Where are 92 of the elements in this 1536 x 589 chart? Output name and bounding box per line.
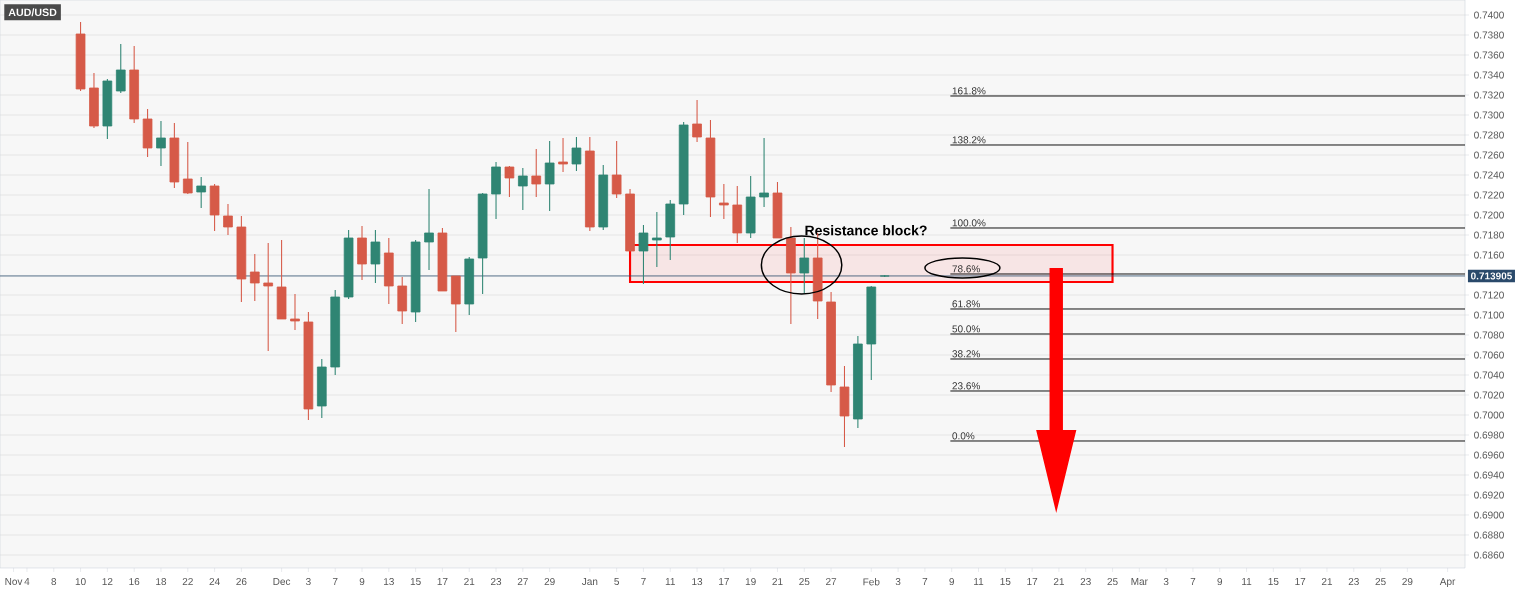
x-tick-label: Apr bbox=[1439, 578, 1456, 587]
y-tick-label: 0.6900 bbox=[1474, 511, 1504, 519]
x-tick-label: 25 bbox=[1107, 578, 1118, 586]
x-tick-label: 9 bbox=[949, 578, 954, 586]
ref-line-label: 0.713905 bbox=[1471, 272, 1513, 280]
y-tick-label: 0.7220 bbox=[1474, 191, 1504, 199]
x-tick-label: 13 bbox=[384, 578, 394, 586]
y-tick-label: 0.7020 bbox=[1474, 391, 1504, 399]
x-tick-label: 12 bbox=[102, 578, 113, 586]
x-tick-label: Mar bbox=[1131, 578, 1148, 586]
x-tick-label: 19 bbox=[745, 578, 756, 586]
y-tick-label: 0.7100 bbox=[1474, 311, 1504, 319]
x-tick-label: 7 bbox=[332, 578, 338, 585]
x-tick-label: 24 bbox=[209, 578, 220, 586]
x-tick-label: 18 bbox=[156, 578, 167, 586]
x-tick-label: 25 bbox=[799, 578, 810, 586]
x-tick-label: 21 bbox=[1053, 578, 1064, 586]
y-tick-label: 0.6920 bbox=[1474, 491, 1504, 499]
y-tick-label: 0.7120 bbox=[1474, 291, 1504, 299]
y-tick-label: 0.7040 bbox=[1474, 371, 1504, 379]
x-tick-label: 9 bbox=[359, 578, 365, 586]
annotation: 38.2% bbox=[952, 350, 980, 358]
y-tick-label: 0.7340 bbox=[1474, 71, 1504, 79]
x-tick-label: 21 bbox=[464, 578, 475, 586]
x-tick-label: 3 bbox=[895, 578, 901, 586]
x-tick-label: 23 bbox=[1348, 578, 1359, 586]
x-tick-label: 29 bbox=[544, 578, 555, 586]
x-tick-label: 10 bbox=[75, 578, 86, 586]
x-tick-label: 16 bbox=[129, 578, 140, 586]
y-tick-label: 0.7360 bbox=[1474, 51, 1504, 59]
x-tick-label: 4 bbox=[24, 578, 30, 585]
y-tick-label: 0.7280 bbox=[1474, 131, 1504, 139]
x-tick-label: 29 bbox=[1402, 578, 1413, 586]
y-tick-label: 0.7080 bbox=[1474, 331, 1504, 339]
x-tick-label: 21 bbox=[1321, 578, 1333, 586]
y-tick-label: 0.7400 bbox=[1474, 11, 1504, 19]
x-tick-label: 11 bbox=[1242, 578, 1252, 585]
y-tick-label: 0.7300 bbox=[1474, 111, 1504, 119]
x-tick-label: 15 bbox=[1000, 578, 1011, 586]
y-tick-label: 0.7240 bbox=[1474, 171, 1504, 179]
x-tick-label: 27 bbox=[517, 578, 528, 586]
x-tick-label: 9 bbox=[1217, 578, 1223, 586]
x-tick-label: 26 bbox=[236, 578, 247, 586]
x-tick-label: Dec bbox=[273, 578, 291, 586]
annotation: 61.8% bbox=[952, 300, 980, 308]
y-tick-label: 0.6960 bbox=[1474, 451, 1504, 459]
x-tick-label: 7 bbox=[1190, 578, 1196, 585]
x-tick-label: 23 bbox=[490, 578, 502, 586]
x-tick-label: 11 bbox=[974, 578, 984, 585]
text: AUD/USD bbox=[8, 8, 57, 17]
x-tick-label: 13 bbox=[692, 578, 703, 586]
x-tick-label: 15 bbox=[410, 578, 421, 586]
y-tick-label: 0.7200 bbox=[1474, 211, 1504, 219]
x-tick-label: 17 bbox=[1295, 578, 1306, 585]
x-tick-label: 22 bbox=[182, 578, 193, 586]
y-tick-label: 0.7000 bbox=[1474, 411, 1504, 419]
y-tick-label: 0.7260 bbox=[1474, 151, 1504, 159]
annotation: 161.8% bbox=[952, 87, 986, 95]
x-tick-label: 27 bbox=[826, 578, 837, 586]
x-tick-label: Nov bbox=[5, 578, 23, 586]
annotation: 23.6% bbox=[952, 382, 980, 390]
y-tick-label: 0.6980 bbox=[1474, 431, 1504, 439]
x-tick-label: 15 bbox=[1268, 578, 1279, 586]
x-tick-label: 17 bbox=[719, 578, 729, 585]
x-tick-label: 8 bbox=[51, 578, 57, 586]
x-tick-label: 3 bbox=[305, 578, 311, 586]
x-tick-label: Feb bbox=[863, 578, 880, 586]
y-tick-label: 0.7180 bbox=[1474, 231, 1504, 239]
x-tick-label: 25 bbox=[1375, 578, 1386, 586]
annotation: 78.6% bbox=[952, 265, 980, 273]
y-tick-label: 0.7160 bbox=[1474, 251, 1504, 259]
y-tick-label: 0.6860 bbox=[1474, 551, 1504, 559]
annotation: 0.0% bbox=[952, 432, 975, 440]
annotation: 100.0% bbox=[952, 219, 986, 227]
band-label: Resistance block? bbox=[805, 225, 927, 236]
x-tick-label: Jan bbox=[581, 578, 598, 586]
x-tick-label: 3 bbox=[1163, 578, 1169, 586]
x-tick-label: 21 bbox=[772, 578, 783, 586]
x-tick-label: 23 bbox=[1080, 578, 1091, 586]
y-tick-label: 0.6940 bbox=[1474, 471, 1504, 479]
x-tick-label: 7 bbox=[641, 578, 646, 585]
y-tick-label: 0.7380 bbox=[1474, 31, 1504, 39]
annotation: 50.0% bbox=[952, 325, 980, 333]
y-tick-label: 0.7320 bbox=[1474, 91, 1504, 99]
x-tick-label: 11 bbox=[665, 578, 675, 585]
x-tick-label: 17 bbox=[1027, 578, 1038, 585]
annotation: 138.2% bbox=[952, 136, 986, 144]
x-tick-label: 5 bbox=[614, 578, 620, 586]
y-tick-label: 0.6880 bbox=[1474, 531, 1504, 539]
x-tick-label: 7 bbox=[922, 578, 928, 585]
y-tick-label: 0.7060 bbox=[1474, 351, 1504, 359]
x-tick-label: 17 bbox=[437, 578, 448, 585]
